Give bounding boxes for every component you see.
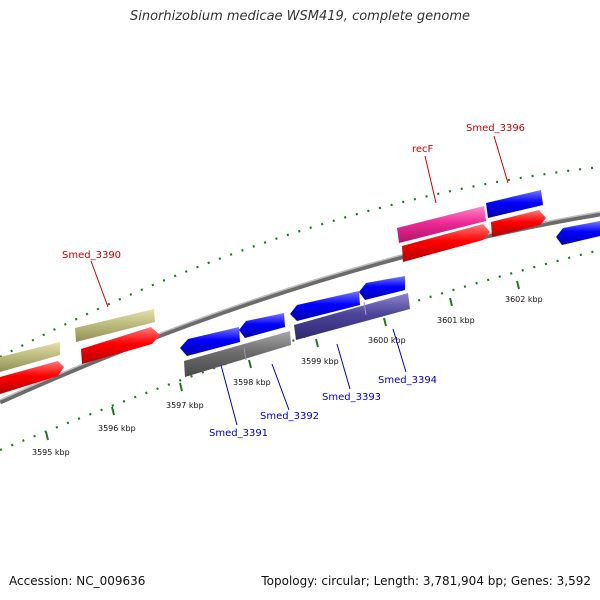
major-tick [516, 280, 520, 290]
gene-recf-cds[interactable] [402, 224, 490, 262]
gene-smed-3392[interactable] [239, 313, 285, 338]
tick-label-3598: 3598 kbp [233, 378, 271, 387]
leader-smed-3393 [336, 343, 351, 390]
label-smed-3390[interactable]: Smed_3390 [62, 250, 121, 261]
label-smed-3392[interactable]: Smed_3392 [260, 411, 319, 422]
gene-smed-3391-gene[interactable] [184, 331, 291, 377]
leader-recf [424, 155, 437, 204]
major-tick [45, 431, 49, 441]
leader-smed-3394 [392, 328, 407, 373]
gene-smed-3391[interactable] [180, 327, 240, 356]
tick-label-3597: 3597 kbp [166, 401, 204, 410]
outer-scale-ring [0, 165, 600, 358]
gene-smed-3396-cds[interactable] [491, 210, 546, 237]
label-smed-3393[interactable]: Smed_3393 [322, 392, 381, 403]
gene-smed-3389-cds[interactable] [0, 361, 64, 394]
gene-divider [243, 347, 247, 361]
leader-smed-3390 [90, 260, 109, 308]
gene-smed-3396-gene[interactable] [486, 190, 543, 218]
tick-label-3599: 3599 kbp [301, 357, 339, 366]
accession-text: Accession: NC_009636 [9, 574, 146, 588]
genome-title: Sinorhizobium medicae WSM419, complete g… [129, 9, 471, 24]
tick-label-3600: 3600 kbp [368, 336, 406, 345]
major-tick [315, 338, 319, 348]
gene-smed-3393[interactable] [290, 291, 360, 321]
label-recf[interactable]: recF [412, 144, 434, 155]
tick-label-3595: 3595 kbp [32, 448, 70, 457]
major-tick [449, 297, 453, 307]
gene-smed-3390-khaki[interactable] [75, 309, 155, 342]
major-tick [111, 406, 115, 416]
gene-smed-3394[interactable] [359, 276, 405, 300]
label-smed-3391[interactable]: Smed_3391 [209, 428, 268, 439]
tick-label-3602: 3602 kbp [505, 295, 543, 304]
tick-label-3596: 3596 kbp [98, 424, 136, 433]
gene-smed-3393-gene[interactable] [294, 293, 410, 340]
genome-summary-text: Topology: circular; Length: 3,781,904 bp… [261, 574, 591, 588]
kbp-major-ticks [45, 280, 520, 441]
major-tick [248, 359, 252, 369]
label-smed-3396[interactable]: Smed_3396 [466, 123, 525, 134]
leader-smed-3391 [220, 364, 238, 426]
kbp-tick-labels: 3595 kbp 3596 kbp 3597 kbp 3598 kbp 3599… [32, 295, 543, 457]
major-tick [383, 317, 387, 327]
gene-smed-3389-khaki[interactable] [0, 342, 60, 372]
leader-smed-3392 [271, 363, 290, 411]
major-tick [179, 382, 183, 392]
gene-smed-3397[interactable] [556, 221, 600, 245]
gene-divider [363, 301, 367, 316]
gene-recf-gene[interactable] [397, 206, 486, 243]
leader-smed-3396 [493, 135, 509, 184]
tick-label-3601: 3601 kbp [437, 316, 475, 325]
gene-smed-3390-cds[interactable] [81, 327, 160, 364]
label-smed-3394[interactable]: Smed_3394 [378, 375, 437, 386]
kbp-scale-ring [0, 248, 600, 452]
